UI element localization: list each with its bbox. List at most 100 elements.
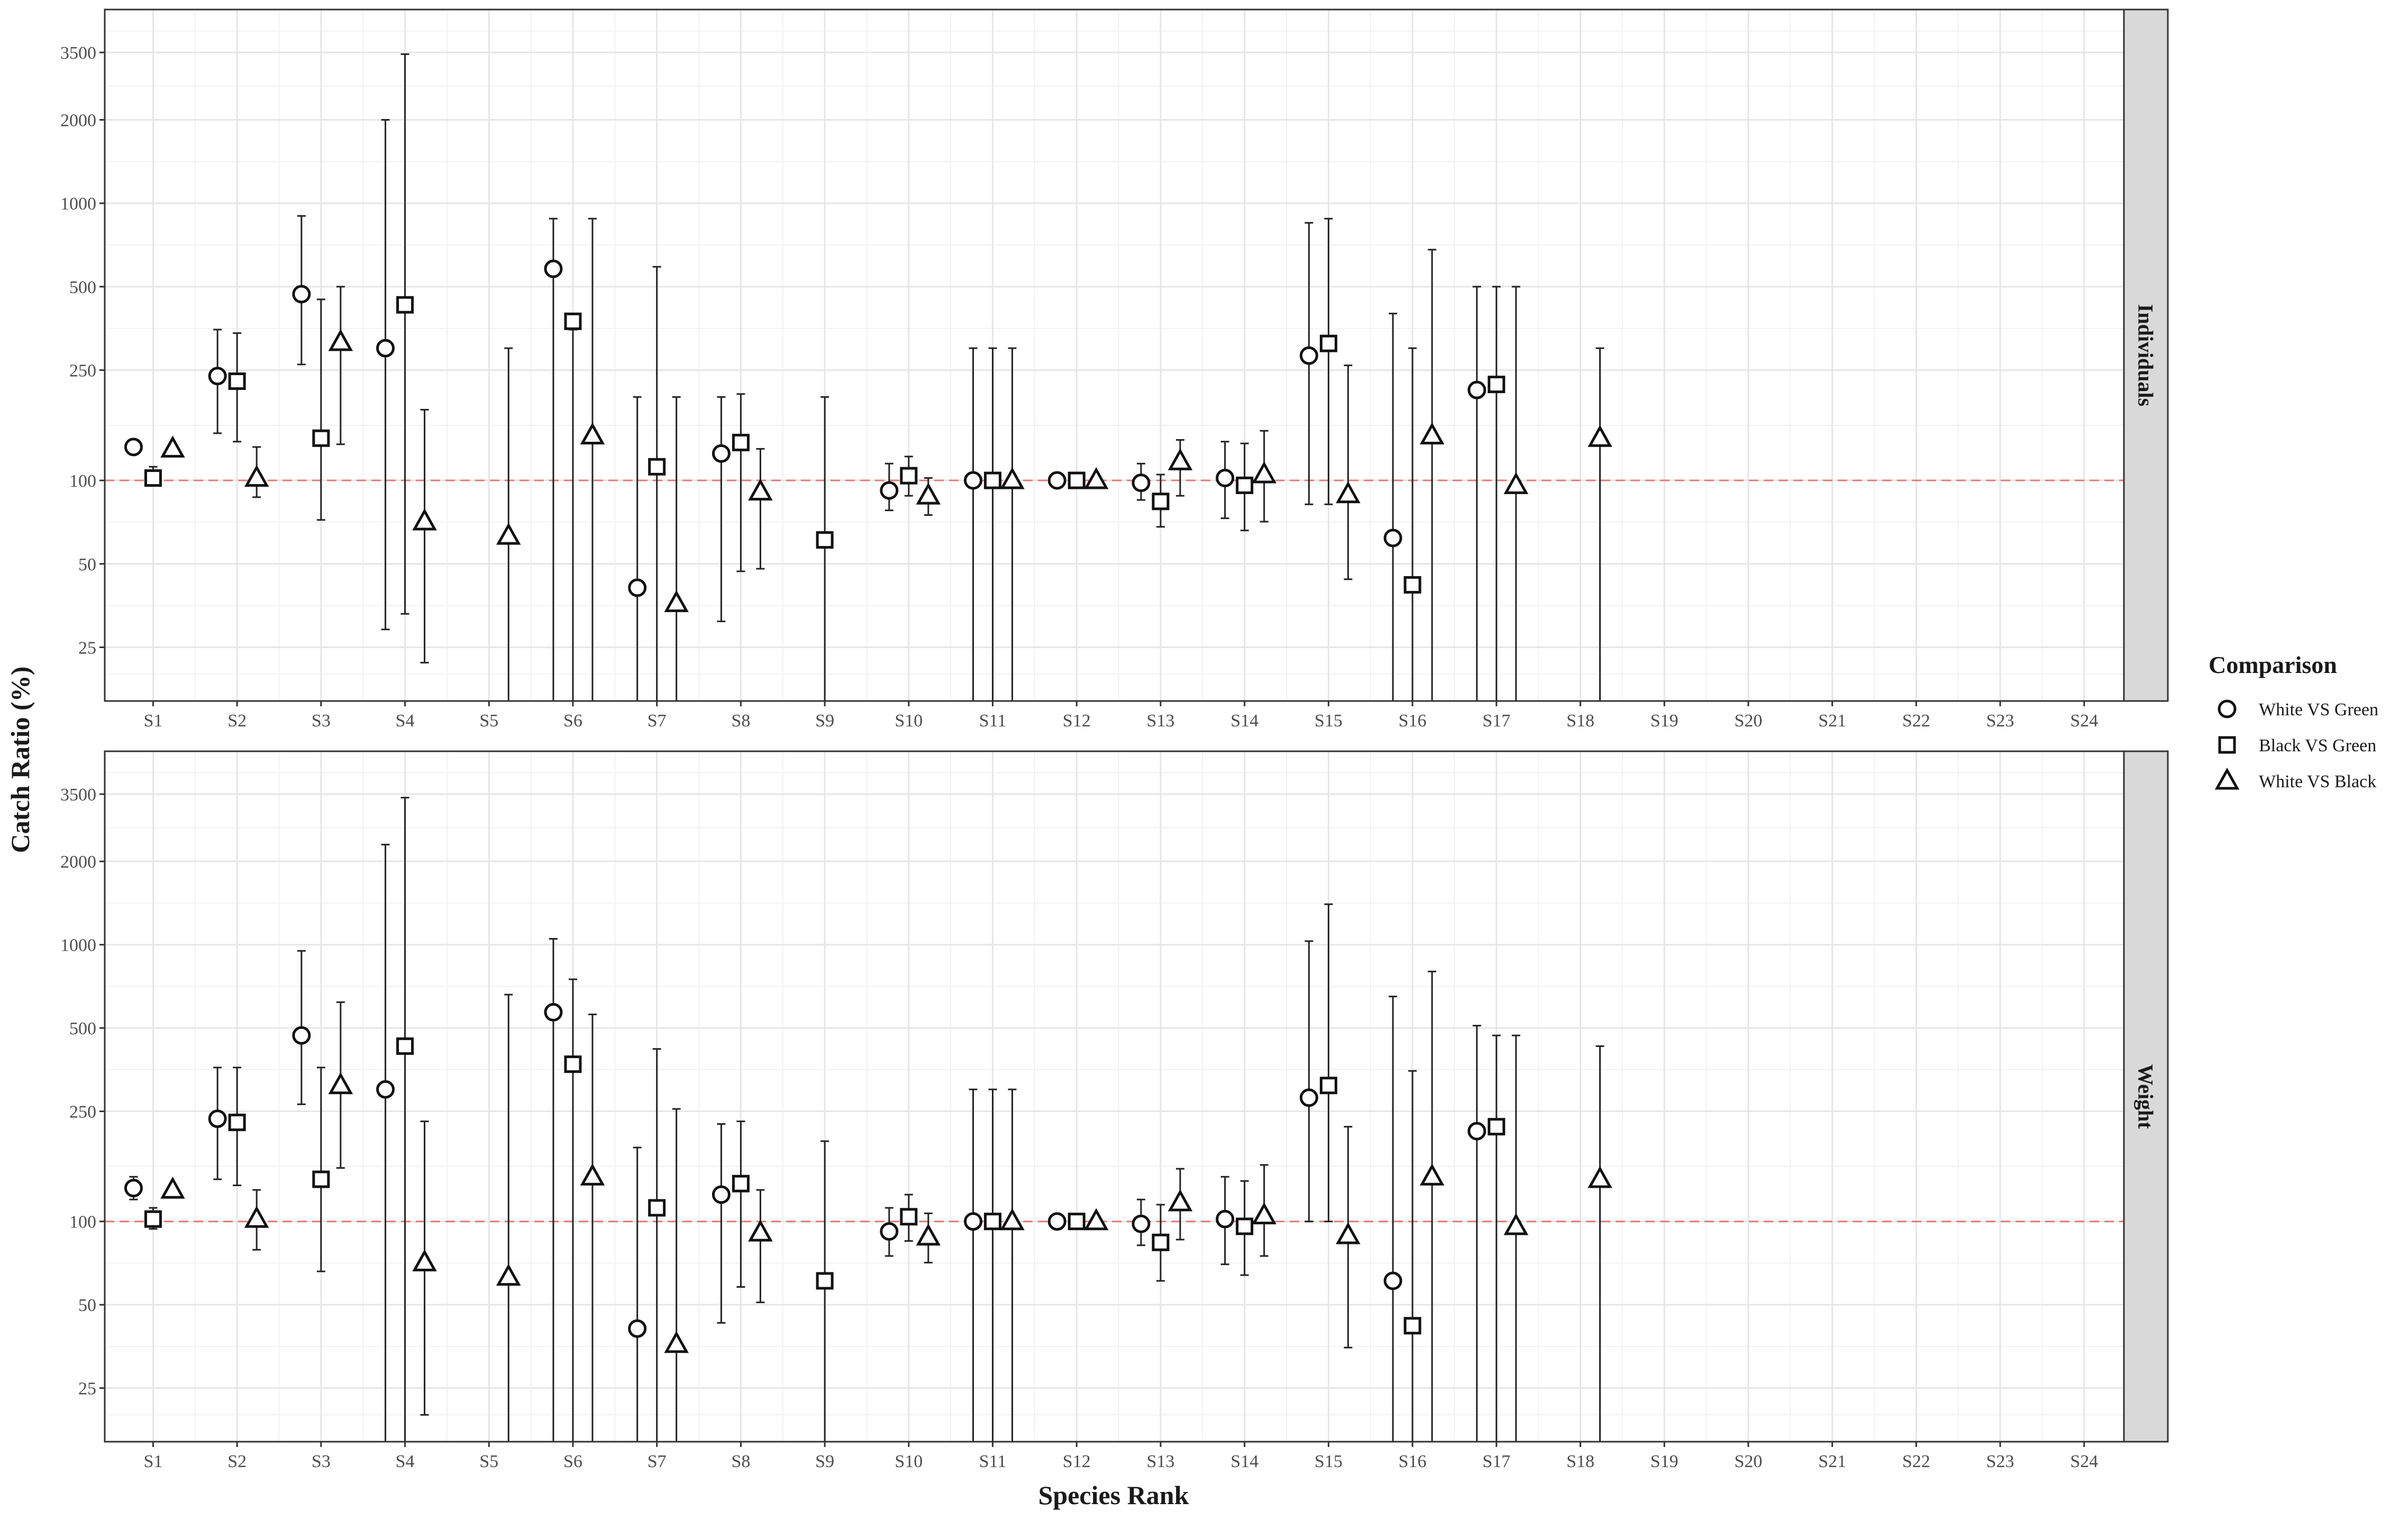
point-black-vs-green-s17 bbox=[1488, 1118, 1506, 1136]
point-white-vs-green-s13 bbox=[1132, 474, 1151, 493]
point-white-vs-black-s6 bbox=[580, 1163, 605, 1186]
x-tick-label-s19: S19 bbox=[1650, 711, 1679, 731]
legend-marker-square bbox=[2218, 736, 2236, 754]
x-tick-label-s2: S2 bbox=[227, 1452, 247, 1471]
point-black-vs-green-s9 bbox=[816, 1272, 834, 1290]
point-black-vs-green-s15 bbox=[1319, 334, 1337, 352]
legend-label-white-vs-green: White VS Green bbox=[2259, 700, 2378, 720]
x-tick-label-s6: S6 bbox=[563, 711, 582, 731]
point-black-vs-green-s6 bbox=[564, 312, 582, 330]
y-axis-title: Catch Ratio (%) bbox=[5, 667, 35, 853]
point-white-vs-black-s8 bbox=[748, 1219, 773, 1242]
x-tick-label-s9: S9 bbox=[815, 711, 834, 731]
point-black-vs-green-s2 bbox=[228, 372, 246, 390]
point-black-vs-green-s10 bbox=[900, 467, 918, 485]
series-white-vs-black bbox=[160, 217, 1612, 701]
x-tick-label-s8: S8 bbox=[731, 1452, 750, 1471]
point-white-vs-green-s14 bbox=[1216, 469, 1235, 488]
point-white-vs-black-s12 bbox=[1084, 467, 1109, 489]
point-white-vs-green-s16 bbox=[1383, 1271, 1402, 1290]
point-white-vs-green-s3 bbox=[292, 1026, 311, 1045]
point-black-vs-green-s3 bbox=[312, 1170, 330, 1188]
point-black-vs-green-s1 bbox=[144, 469, 162, 487]
x-tick-label-s3: S3 bbox=[312, 711, 331, 731]
panel-background bbox=[105, 10, 2124, 701]
panel-marks bbox=[124, 53, 1612, 701]
point-white-vs-green-s2 bbox=[208, 1109, 227, 1128]
y-tick-label: 500 bbox=[69, 278, 96, 297]
x-tick-label-s16: S16 bbox=[1399, 1452, 1427, 1471]
point-white-vs-black-s13 bbox=[1167, 448, 1193, 470]
point-white-vs-green-s4 bbox=[376, 1080, 395, 1099]
y-tick-label: 3500 bbox=[60, 43, 96, 63]
point-white-vs-green-s2 bbox=[208, 367, 227, 386]
legend-marker-circle bbox=[2218, 699, 2237, 718]
y-tick-label: 1000 bbox=[60, 936, 96, 955]
x-tick-label-s22: S22 bbox=[1902, 711, 1930, 731]
point-black-vs-green-s8 bbox=[732, 433, 750, 451]
x-tick-label-s13: S13 bbox=[1147, 711, 1175, 731]
x-tick-label-s21: S21 bbox=[1818, 711, 1846, 731]
point-white-vs-green-s10 bbox=[880, 1222, 899, 1241]
point-white-vs-green-s17 bbox=[1467, 1122, 1486, 1141]
point-white-vs-green-s11 bbox=[964, 471, 983, 490]
point-white-vs-green-s15 bbox=[1299, 346, 1318, 365]
panel-individuals: 25 50 100 250 500 1000 2000 3500 S1 S2 S3 S4 S5 S6 S7 S… bbox=[60, 8, 2169, 731]
series-white-vs-black bbox=[160, 970, 1612, 1442]
point-white-vs-green-s11 bbox=[964, 1212, 983, 1231]
x-tick-label-s14: S14 bbox=[1230, 1452, 1258, 1471]
point-black-vs-green-s3 bbox=[312, 429, 330, 447]
point-white-vs-green-s16 bbox=[1383, 529, 1402, 548]
point-white-vs-black-s15 bbox=[1336, 481, 1361, 504]
panel-background bbox=[105, 751, 2124, 1442]
x-tick-label-s23: S23 bbox=[1986, 1452, 2014, 1471]
x-tick-label-s2: S2 bbox=[227, 711, 247, 731]
point-white-vs-green-s10 bbox=[880, 481, 899, 500]
point-white-vs-black-s7 bbox=[664, 1331, 689, 1353]
x-tick-label-s8: S8 bbox=[731, 711, 750, 731]
point-white-vs-green-s12 bbox=[1047, 1212, 1066, 1231]
x-tick-label-s18: S18 bbox=[1566, 711, 1594, 731]
point-white-vs-green-s7 bbox=[628, 578, 647, 597]
point-white-vs-black-s13 bbox=[1167, 1189, 1193, 1212]
series-black-vs-green bbox=[144, 53, 1506, 701]
y-tick-label: 250 bbox=[69, 1103, 96, 1122]
y-tick-label: 50 bbox=[78, 1296, 96, 1315]
panel-marks bbox=[124, 797, 1612, 1442]
x-tick-label-s4: S4 bbox=[396, 1452, 415, 1471]
point-white-vs-black-s14 bbox=[1252, 1202, 1276, 1225]
point-white-vs-green-s8 bbox=[712, 1185, 731, 1204]
point-white-vs-green-s6 bbox=[544, 1003, 563, 1022]
y-tick-label: 2000 bbox=[60, 111, 96, 130]
x-tick-label-s6: S6 bbox=[563, 1452, 582, 1471]
point-white-vs-green-s13 bbox=[1132, 1214, 1151, 1233]
x-tick-label-s9: S9 bbox=[815, 1452, 834, 1471]
x-tick-label-s17: S17 bbox=[1482, 711, 1510, 731]
strip-background bbox=[2123, 8, 2169, 702]
y-tick-label: 3500 bbox=[60, 785, 96, 805]
point-white-vs-green-s14 bbox=[1216, 1209, 1235, 1228]
point-black-vs-green-s15 bbox=[1319, 1077, 1337, 1095]
legend-label-white-vs-black: White VS Black bbox=[2259, 772, 2376, 791]
point-white-vs-green-s15 bbox=[1299, 1088, 1318, 1107]
x-tick-label-s3: S3 bbox=[312, 1452, 331, 1471]
point-white-vs-black-s3 bbox=[328, 1072, 353, 1095]
point-white-vs-black-s3 bbox=[328, 329, 353, 351]
point-white-vs-black-s10 bbox=[916, 1223, 941, 1246]
x-tick-label-s24: S24 bbox=[2070, 711, 2098, 731]
legend-marker-triangle bbox=[2214, 767, 2240, 790]
point-white-vs-black-s14 bbox=[1252, 461, 1276, 484]
x-tick-label-s4: S4 bbox=[396, 711, 415, 731]
point-black-vs-green-s1 bbox=[144, 1210, 162, 1228]
point-white-vs-black-s10 bbox=[916, 483, 941, 505]
point-white-vs-green-s1 bbox=[124, 1179, 143, 1198]
y-tick-label: 25 bbox=[78, 638, 96, 658]
x-tick-label-s13: S13 bbox=[1147, 1452, 1175, 1471]
strip-background bbox=[2123, 750, 2169, 1443]
point-white-vs-black-s6 bbox=[580, 422, 605, 445]
x-tick-label-s23: S23 bbox=[1986, 711, 2014, 731]
point-white-vs-black-s4 bbox=[412, 508, 437, 531]
point-white-vs-green-s12 bbox=[1047, 471, 1066, 490]
point-white-vs-green-s3 bbox=[292, 285, 311, 304]
